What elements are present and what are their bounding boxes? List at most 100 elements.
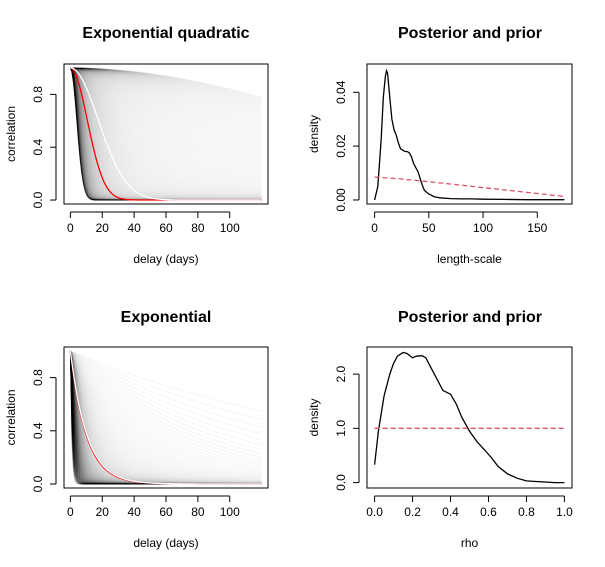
sample-curve (70, 67, 262, 196)
plot-area (69, 67, 262, 201)
sample-curve (70, 67, 262, 188)
sample-curve (70, 67, 262, 165)
sample-curve (70, 350, 262, 428)
sample-curve (70, 67, 262, 111)
sample-curve (69, 350, 262, 482)
x-axis: 0 20 40 60 80 100 (67, 211, 240, 235)
series-line-1 (374, 176, 565, 198)
sample-curve (70, 67, 262, 200)
sample-curve (70, 67, 262, 200)
sample-curve (70, 67, 262, 193)
sample-curve (69, 350, 262, 472)
sample-curve (70, 67, 262, 201)
sample-curve (70, 67, 262, 177)
sample-curve (70, 67, 262, 143)
y-tick-label: 0.8 (31, 369, 45, 386)
sample-curve (70, 67, 262, 168)
chart-title: Posterior and prior (398, 25, 542, 42)
panel-exponential: 0 20 40 60 80 100 0.0 0.4 0.8 Exponential delay (d… (4, 309, 269, 550)
sample-curve (70, 67, 262, 124)
x-tick-label: 0.0 (366, 505, 383, 519)
sample-curve (70, 67, 262, 198)
sample-curve (69, 350, 262, 483)
sample-curve (70, 67, 262, 112)
sample-curve (70, 67, 262, 159)
sample-curve (70, 67, 262, 192)
sample-curve (70, 350, 262, 458)
y-axis: 0.0 0.4 0.8 (31, 369, 57, 492)
sample-curve (70, 67, 262, 190)
sample-curve (70, 67, 262, 125)
x-axis: 0 20 40 60 80 100 (67, 495, 240, 519)
sample-curve (70, 67, 262, 118)
sample-curve (70, 67, 262, 201)
sample-curve (70, 67, 262, 200)
sample-curve (70, 67, 262, 101)
y-tick-label: 0.4 (31, 139, 45, 156)
x-axis-title: rho (461, 536, 479, 550)
x-tick-label: 150 (527, 221, 547, 235)
sample-curve (70, 67, 262, 100)
sample-curve (69, 350, 262, 484)
sample-curve (69, 350, 262, 478)
series-line-0 (373, 68, 565, 201)
sample-curve (69, 350, 262, 480)
x-tick-label: 0 (67, 505, 74, 519)
sample-curve (70, 67, 262, 198)
sample-curve (70, 67, 262, 164)
y-tick-label: 0.02 (334, 134, 348, 158)
y-tick-label: 2.0 (334, 365, 348, 382)
y-tick-label: 0.0 (31, 191, 45, 208)
x-tick-label: 1.0 (556, 505, 573, 519)
sample-curve (70, 67, 262, 195)
y-tick-label: 1.0 (334, 420, 348, 437)
sample-curve (70, 67, 262, 127)
x-tick-label: 100 (220, 221, 240, 235)
x-tick-label: 0 (371, 221, 378, 235)
plot-area (373, 68, 565, 201)
sample-curve (70, 67, 262, 189)
y-axis: 0.0 0.4 0.8 (31, 86, 57, 208)
sample-curve (70, 67, 262, 148)
sample-curve (70, 67, 262, 131)
x-axis-title: delay (days) (133, 536, 198, 550)
sample-curve (70, 67, 262, 156)
x-tick-label: 100 (220, 505, 240, 519)
plot-frame (63, 63, 269, 205)
x-tick-label: 0.8 (518, 505, 535, 519)
sample-curve (70, 67, 262, 146)
plot-area (69, 350, 262, 485)
sample-curve (70, 67, 262, 201)
sample-curve (70, 67, 262, 160)
x-axis: 0.0 0.2 0.4 0.6 0.8 1.0 (366, 495, 573, 519)
sample-curve (69, 350, 262, 471)
y-axis-title: correlation (4, 389, 18, 445)
x-tick-label: 60 (159, 505, 173, 519)
sample-curve (69, 350, 262, 479)
sample-curve (70, 67, 262, 142)
y-tick-label: 0.04 (334, 80, 348, 104)
sample-curve (70, 67, 262, 198)
sample-curve (69, 350, 262, 485)
sample-curve (70, 67, 262, 201)
sample-curve (70, 67, 262, 196)
sample-curve (70, 350, 262, 450)
sample-curve (70, 67, 262, 201)
sample-curve (69, 350, 262, 477)
sample-curve (70, 67, 262, 139)
y-axis-title: density (307, 398, 321, 436)
sample-curve (70, 67, 262, 191)
sample-curve (70, 67, 262, 200)
sample-curve (69, 350, 262, 483)
sample-curve (70, 67, 262, 194)
x-tick-label: 40 (127, 221, 141, 235)
y-tick-label: 0.0 (334, 474, 348, 491)
x-axis: 0 50 100 150 (371, 211, 548, 235)
sample-curve (69, 350, 262, 475)
sample-curve (69, 350, 262, 469)
sample-curve (70, 67, 262, 194)
series-line-0 (373, 351, 565, 484)
chart-title: Posterior and prior (398, 309, 542, 326)
sample-curve (70, 67, 262, 135)
sample-curve (70, 67, 262, 166)
